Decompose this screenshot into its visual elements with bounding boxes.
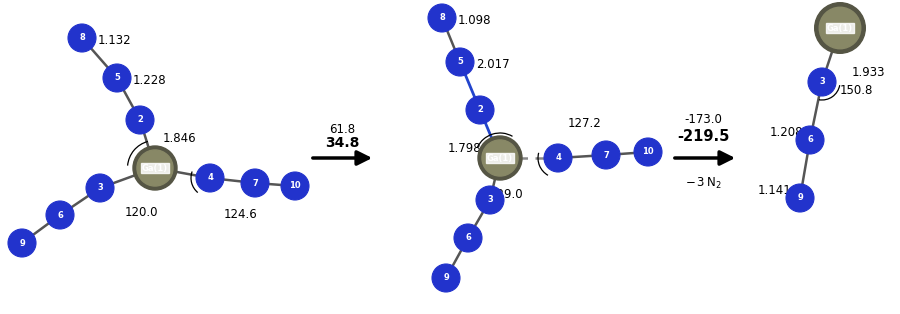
Circle shape (819, 7, 860, 49)
Text: 1.798: 1.798 (448, 142, 482, 154)
Circle shape (68, 24, 96, 52)
Text: $-\,3\,\mathrm{N_2}$: $-\,3\,\mathrm{N_2}$ (685, 176, 721, 191)
Text: 1.846: 1.846 (163, 132, 196, 144)
Text: 8: 8 (439, 14, 445, 23)
Text: 1.098: 1.098 (458, 14, 491, 26)
Circle shape (126, 106, 154, 134)
Text: 8: 8 (79, 34, 85, 42)
Circle shape (634, 138, 662, 166)
Text: 127.2: 127.2 (568, 117, 602, 130)
Text: 2: 2 (137, 116, 143, 124)
Text: 6: 6 (465, 234, 471, 242)
Circle shape (796, 126, 824, 154)
Text: 6: 6 (57, 210, 63, 219)
Text: 7: 7 (603, 150, 609, 160)
Text: 3: 3 (487, 196, 493, 204)
Text: 124.6: 124.6 (224, 208, 257, 221)
Text: 5: 5 (457, 57, 463, 67)
Text: 34.8: 34.8 (325, 136, 360, 150)
Text: 5: 5 (114, 73, 120, 83)
Circle shape (103, 64, 131, 92)
Circle shape (592, 141, 620, 169)
Text: 10: 10 (643, 148, 653, 156)
Text: -219.5: -219.5 (677, 129, 729, 144)
Text: 7: 7 (252, 178, 258, 187)
Text: Ga(1): Ga(1) (487, 154, 513, 163)
Circle shape (466, 96, 494, 124)
Circle shape (432, 264, 460, 292)
Text: 1.933: 1.933 (852, 67, 886, 79)
Text: 3: 3 (97, 183, 103, 192)
Circle shape (241, 169, 269, 197)
Circle shape (544, 144, 572, 172)
Circle shape (46, 201, 74, 229)
Circle shape (476, 186, 504, 214)
Circle shape (454, 224, 482, 252)
Circle shape (446, 48, 474, 76)
Circle shape (137, 150, 173, 186)
Text: -173.0: -173.0 (684, 113, 722, 126)
Text: 61.8: 61.8 (329, 123, 356, 136)
Text: 120.0: 120.0 (125, 206, 158, 219)
Text: 9: 9 (19, 239, 25, 247)
Text: 129.0: 129.0 (490, 188, 524, 201)
Text: Ga(1): Ga(1) (827, 24, 853, 33)
Text: 3: 3 (819, 78, 825, 86)
Circle shape (133, 146, 177, 190)
Text: 6: 6 (807, 136, 813, 144)
Circle shape (814, 3, 865, 53)
Text: Ga(1): Ga(1) (142, 164, 168, 172)
Text: 10: 10 (289, 181, 301, 191)
Circle shape (482, 140, 518, 176)
Circle shape (86, 174, 114, 202)
Text: 150.8: 150.8 (840, 84, 873, 96)
Text: 4: 4 (207, 174, 213, 182)
Text: 1.132: 1.132 (98, 34, 131, 46)
Circle shape (478, 136, 522, 180)
Text: 9: 9 (797, 193, 803, 203)
Circle shape (8, 229, 36, 257)
Text: 4: 4 (555, 154, 561, 163)
Text: 1.208: 1.208 (770, 126, 804, 138)
Text: 1.228: 1.228 (133, 74, 166, 88)
Circle shape (786, 184, 814, 212)
Circle shape (196, 164, 224, 192)
Text: 1.141: 1.141 (758, 183, 792, 197)
Text: 9: 9 (443, 273, 449, 283)
Text: 2.017: 2.017 (476, 58, 509, 72)
Circle shape (428, 4, 456, 32)
Text: 2: 2 (477, 106, 483, 115)
Circle shape (808, 68, 836, 96)
Circle shape (281, 172, 309, 200)
